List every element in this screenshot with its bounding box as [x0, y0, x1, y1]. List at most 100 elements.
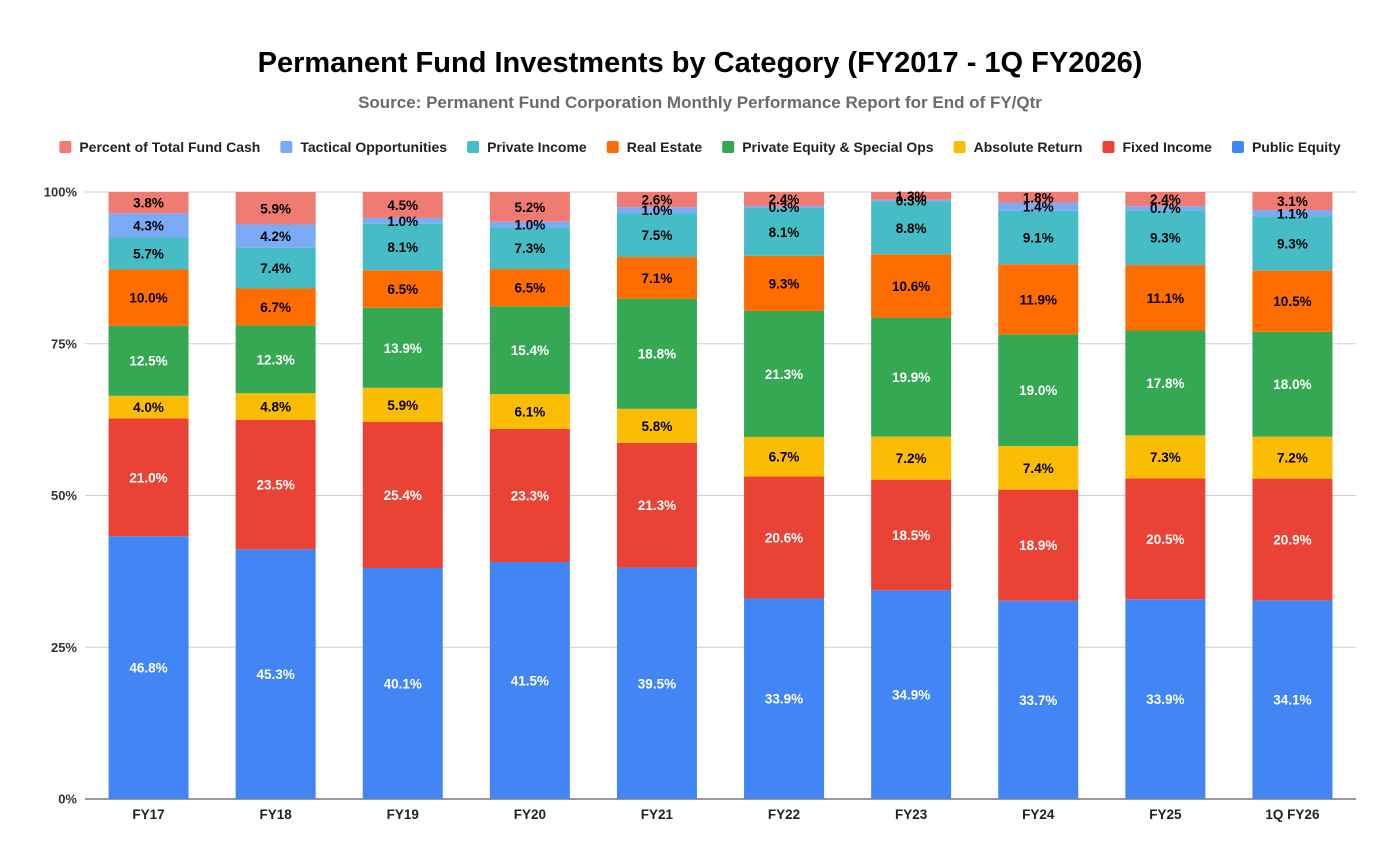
- x-tick-label: FY22: [768, 807, 800, 822]
- bar-segment-fixed-income: [1125, 478, 1206, 600]
- legend-label: Real Estate: [627, 139, 703, 155]
- bar-segment-public-equity: [871, 590, 952, 799]
- bar-segment-real-estate: [616, 257, 697, 299]
- data-label: 6.5%: [514, 281, 545, 296]
- data-label: 41.5%: [511, 674, 549, 689]
- bar-group-fy17: 46.8% 21.0% 4.0% 12.5% 10.0% 5.7% 4.3% 3.8%: [108, 192, 189, 799]
- legend-item-absolute-return: Absolute Return: [953, 139, 1082, 155]
- bar-segment-private-equity-and-special-ops: [489, 306, 570, 395]
- bar-segment-fixed-income: [235, 419, 316, 550]
- bar-segment-public-equity: [362, 568, 443, 799]
- legend-swatch: [59, 141, 72, 153]
- bar-segment-private-income: [362, 223, 443, 271]
- bar-segment-percent-of-total-fund-cash: [235, 192, 316, 225]
- data-label: 34.1%: [1273, 693, 1311, 708]
- data-label: 9.3%: [769, 276, 800, 291]
- bar-segment-real-estate: [235, 288, 316, 326]
- data-label: 39.5%: [638, 676, 676, 691]
- data-label: 25.4%: [384, 488, 422, 503]
- bar-segment-public-equity: [108, 536, 189, 799]
- data-label: 7.5%: [642, 228, 673, 243]
- data-label: 18.0%: [1273, 377, 1311, 392]
- chart-subtitle: Source: Permanent Fund Corporation Month…: [358, 93, 1042, 112]
- data-label: 7.3%: [1150, 450, 1181, 465]
- data-label: 3.1%: [1277, 194, 1308, 209]
- data-label: 45.3%: [257, 667, 295, 682]
- bar-segment-private-income: [108, 237, 189, 270]
- y-tick-label: 0%: [58, 792, 77, 807]
- bar-segment-fixed-income: [616, 442, 697, 568]
- legend-swatch: [953, 141, 966, 153]
- bar-segment-fixed-income: [871, 479, 952, 591]
- bar-group-fy20: 41.5% 23.3% 6.1% 15.4% 6.5% 7.3% 1.0% 5.2%: [489, 192, 570, 799]
- x-tick-label: FY18: [260, 807, 293, 822]
- bar-segment-private-income: [744, 207, 825, 256]
- legend-item-public-equity: Public Equity: [1231, 139, 1341, 155]
- data-label: 33.9%: [765, 692, 803, 707]
- legend-swatch: [722, 141, 735, 153]
- data-label: 33.7%: [1019, 693, 1057, 708]
- bar-segment-percent-of-total-fund-cash: [616, 192, 697, 208]
- data-label: 1.0%: [514, 218, 545, 233]
- data-label: 4.2%: [260, 229, 291, 244]
- bar-segment-public-equity: [1125, 599, 1206, 799]
- data-label: 1.0%: [642, 203, 673, 218]
- data-label: 4.5%: [387, 198, 418, 213]
- bar-segment-percent-of-total-fund-cash: [871, 192, 952, 200]
- bar-segment-real-estate: [744, 255, 825, 311]
- data-label: 2.4%: [1150, 192, 1181, 207]
- data-label: 4.8%: [260, 399, 291, 414]
- legend: Percent of Total Fund Cash Tactical Oppor…: [59, 139, 1341, 155]
- bar-segment-tactical-opportunities: [362, 217, 443, 224]
- bar-group-fy25: 33.9% 20.5% 7.3% 17.8% 11.1% 9.3% 0.7%2.4%: [1125, 192, 1206, 799]
- data-label: 7.2%: [1277, 451, 1308, 466]
- legend-label: Percent of Total Fund Cash: [79, 139, 260, 155]
- bar-segment-absolute-return: [489, 394, 570, 429]
- data-label: 20.9%: [1273, 532, 1311, 547]
- data-label: 1.0%: [387, 214, 418, 229]
- data-label: 5.9%: [387, 398, 418, 413]
- bar-segment-percent-of-total-fund-cash: [1125, 192, 1206, 207]
- legend-label: Private Equity & Special Ops: [742, 139, 934, 155]
- legend-item-private-income: Private Income: [467, 139, 587, 155]
- bar-segment-real-estate: [362, 270, 443, 308]
- bar-segment-percent-of-total-fund-cash: [1252, 192, 1333, 211]
- bar-segment-fixed-income: [489, 428, 570, 563]
- data-label: 11.1%: [1147, 291, 1185, 306]
- bar-segment-real-estate: [871, 254, 952, 318]
- data-label: 0.7%: [1150, 201, 1181, 216]
- data-label: 10.0%: [129, 291, 167, 306]
- bar-segment-absolute-return: [744, 436, 825, 477]
- data-label: 9.3%: [1150, 231, 1181, 246]
- data-label: 9.1%: [1023, 231, 1054, 246]
- bar-segment-public-equity: [998, 600, 1079, 799]
- data-label: 18.9%: [1019, 538, 1057, 553]
- bar-segment-percent-of-total-fund-cash: [489, 192, 570, 222]
- data-label: 12.5%: [129, 354, 167, 369]
- data-label: 23.3%: [511, 489, 549, 504]
- data-label: 1.1%: [1277, 206, 1308, 221]
- bar-segment-private-equity-and-special-ops: [871, 317, 952, 437]
- data-label: 21.3%: [765, 367, 803, 382]
- data-label: 8.8%: [896, 221, 927, 236]
- data-label: 10.5%: [1273, 294, 1311, 309]
- bar-segment-absolute-return: [108, 395, 189, 419]
- data-label: 19.9%: [892, 370, 930, 385]
- legend-label: Public Equity: [1252, 139, 1341, 155]
- bar-segment-fixed-income: [998, 489, 1079, 601]
- bar-segment-public-equity: [489, 562, 570, 799]
- legend-label: Private Income: [487, 139, 587, 155]
- bar-group-fy21: 39.5% 21.3% 5.8% 18.8% 7.1% 7.5% 1.0%2.6%: [616, 192, 697, 799]
- data-label: 23.5%: [257, 477, 295, 492]
- bar-segment-private-income: [235, 247, 316, 289]
- bar-segment-private-equity-and-special-ops: [1252, 331, 1333, 437]
- data-label: 5.9%: [260, 201, 291, 216]
- data-label: 6.5%: [387, 282, 418, 297]
- bars: 46.8% 21.0% 4.0% 12.5% 10.0% 5.7% 4.3% 3.8% 45.3…: [108, 189, 1333, 799]
- bar-segment-fixed-income: [1252, 478, 1333, 601]
- bar-segment-real-estate: [1125, 265, 1206, 331]
- data-label: 7.2%: [896, 451, 927, 466]
- data-label: 21.3%: [638, 498, 676, 513]
- bar-segment-public-equity: [235, 549, 316, 799]
